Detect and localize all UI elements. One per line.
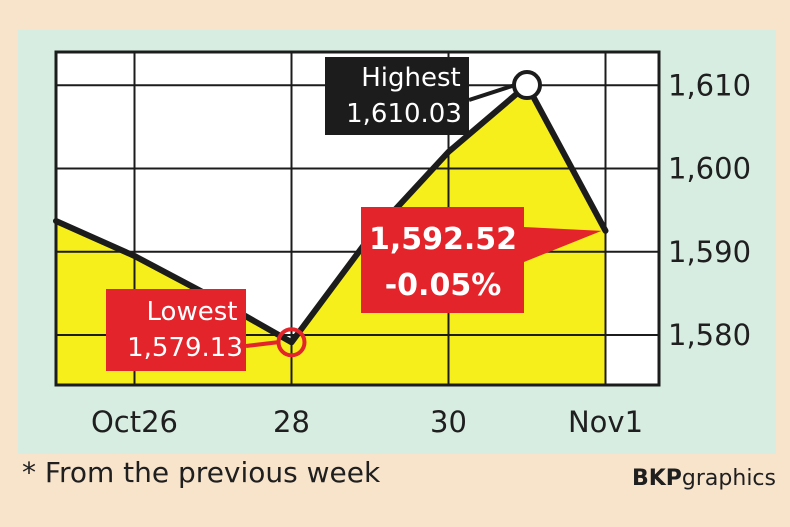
- latest-change: -0.05%: [385, 268, 502, 303]
- credit-logo: BKPgraphics: [632, 466, 776, 491]
- footnote: * From the previous week: [22, 456, 381, 489]
- credit-rest: graphics: [681, 466, 776, 491]
- highest-leader: [468, 83, 516, 102]
- y-tick-label: 1,590: [668, 235, 751, 269]
- x-tick-labels: Oct26 28 30 Nov1: [91, 405, 643, 439]
- x-tick-label: 30: [430, 405, 467, 439]
- series-line: [53, 82, 609, 346]
- y-tick-label: 1,600: [668, 152, 751, 186]
- y-tick-labels: 1,580 1,590 1,600 1,610: [668, 68, 751, 352]
- highest-label: Highest: [361, 63, 461, 93]
- highest-box: [325, 57, 469, 135]
- lowest-value: 1,579.13: [127, 333, 243, 363]
- lowest-marker: [276, 327, 307, 358]
- latest-box: [361, 207, 602, 313]
- y-tick-label: 1,580: [668, 318, 751, 352]
- callouts: Highest 1,610.03 Lowest 1,579.13 1,592.52 -0.…: [106, 57, 602, 371]
- highest-marker: [512, 70, 542, 101]
- credit-bold: BKP: [631, 466, 682, 491]
- lowest-label: Lowest: [147, 297, 238, 327]
- x-tick-label: Nov1: [568, 405, 643, 439]
- x-tick-label: 28: [273, 405, 310, 439]
- y-tick-label: 1,610: [668, 68, 751, 102]
- highest-value: 1,610.03: [346, 99, 462, 129]
- lowest-leader: [245, 340, 278, 348]
- x-tick-label: Oct26: [91, 405, 178, 439]
- lowest-box: [106, 289, 246, 371]
- latest-value: 1,592.52: [369, 222, 517, 257]
